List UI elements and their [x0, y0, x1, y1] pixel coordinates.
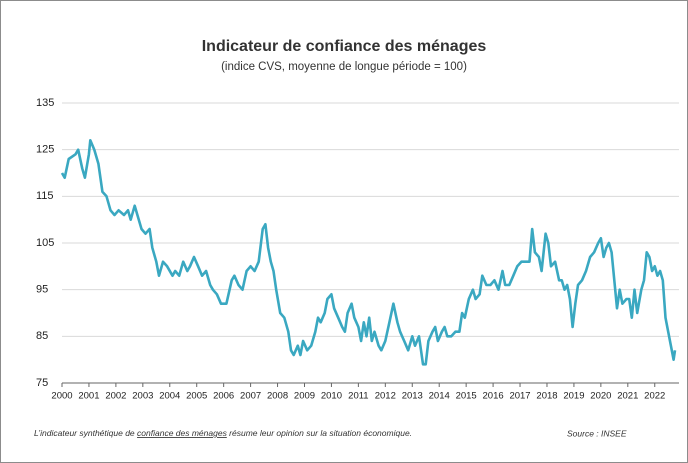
footnote-part: L’indicateur synthétique de [34, 428, 137, 438]
x-tick-label: 2010 [321, 391, 342, 402]
x-tick-label: 2014 [429, 391, 450, 402]
footnote: L’indicateur synthétique de confiance de… [34, 428, 412, 438]
x-tick-label: 2006 [213, 391, 234, 402]
footnote-link: confiance des ménages [137, 428, 228, 438]
y-tick-label: 125 [36, 144, 54, 156]
y-tick-label: 85 [36, 330, 48, 342]
chart-subtitle: (indice CVS, moyenne de longue période =… [221, 61, 467, 73]
y-tick-label: 75 [36, 377, 48, 389]
x-tick-label: 2013 [402, 391, 423, 402]
x-tick-label: 2002 [105, 391, 126, 402]
chart-title: Indicateur de confiance des ménages [202, 38, 487, 55]
x-tick-label: 2018 [536, 391, 557, 402]
y-tick-label: 105 [36, 237, 54, 249]
footnote-part: résume leur opinion sur la situation éco… [227, 428, 412, 438]
x-tick-label: 2017 [509, 391, 530, 402]
y-tick-label: 95 [36, 284, 48, 296]
x-tick-label: 2022 [644, 391, 665, 402]
x-tick-label: 2011 [348, 391, 368, 402]
x-tick-label: 2015 [456, 391, 477, 402]
x-tick-label: 2005 [186, 391, 207, 402]
x-tick-label: 2008 [267, 391, 288, 402]
x-tick-label: 2019 [563, 391, 584, 402]
x-tick-label: 2003 [132, 391, 153, 402]
x-tick-label: 2000 [51, 391, 72, 402]
x-tick-label: 2016 [483, 391, 504, 402]
x-tick-label: 2012 [375, 391, 396, 402]
x-tick-label: 2007 [240, 391, 261, 402]
x-tick-label: 2021 [617, 391, 638, 402]
source: Source : INSEE [567, 428, 627, 438]
y-tick-label: 115 [36, 190, 54, 202]
y-tick-label: 135 [36, 97, 54, 109]
x-tick-label: 2004 [159, 391, 180, 402]
x-tick-label: 2009 [294, 391, 315, 402]
x-tick-label: 2001 [78, 391, 99, 402]
x-tick-label: 2020 [590, 391, 611, 402]
series-line [60, 139, 677, 366]
